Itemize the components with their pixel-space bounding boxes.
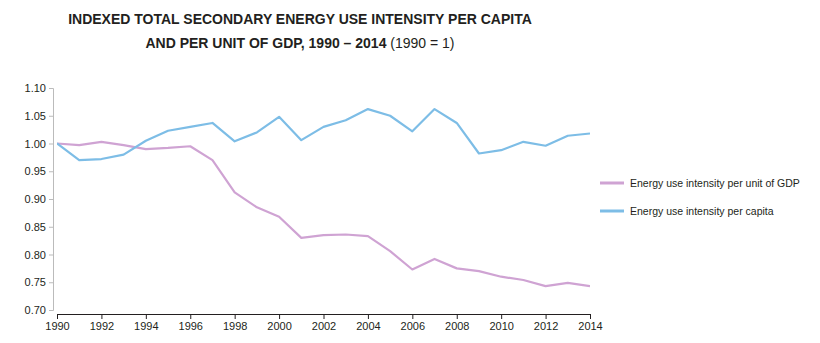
x-tick-mark <box>57 314 58 319</box>
y-tick-mark <box>49 199 53 200</box>
x-tick: 1994 <box>134 314 158 332</box>
y-tick: 0.90 <box>25 193 53 205</box>
x-tick: 2012 <box>534 314 558 332</box>
y-tick-mark <box>49 310 53 311</box>
y-tick-mark <box>49 282 53 283</box>
y-tick-label: 1.00 <box>25 138 46 150</box>
y-tick-label: 0.70 <box>25 304 46 316</box>
y-tick: 0.75 <box>25 276 53 288</box>
x-tick-mark <box>101 314 102 319</box>
x-tick-mark <box>501 314 502 319</box>
x-tick: 2014 <box>578 314 602 332</box>
y-tick-mark <box>49 227 53 228</box>
plot-area <box>57 109 590 286</box>
y-tick-mark <box>49 255 53 256</box>
x-tick-label: 1994 <box>134 320 158 332</box>
series-line <box>57 142 590 286</box>
x-tick-label: 2004 <box>356 320 380 332</box>
legend-label: Energy use intensity per unit of GDP <box>630 177 800 189</box>
y-tick: 0.95 <box>25 165 53 177</box>
subtitle: (1990 = 1) <box>390 35 454 51</box>
x-tick-mark <box>146 314 147 319</box>
x-tick-mark <box>235 314 236 319</box>
x-tick: 1990 <box>45 314 69 332</box>
x-tick: 2002 <box>312 314 336 332</box>
x-tick-mark <box>279 314 280 319</box>
x-tick-label: 2006 <box>401 320 425 332</box>
y-tick: 0.80 <box>25 249 53 261</box>
y-axis: 0.70 0.75 0.80 0.85 0.90 0.95 1.00 1.05 1.10 <box>25 82 54 316</box>
y-tick: 0.70 <box>25 304 53 316</box>
y-tick: 1.05 <box>25 110 53 122</box>
y-tick-label: 0.75 <box>25 276 46 288</box>
x-tick-mark <box>590 314 591 319</box>
x-tick-label: 2008 <box>445 320 469 332</box>
x-tick-label: 2014 <box>578 320 602 332</box>
y-tick: 1.10 <box>25 82 53 94</box>
title: AND PER UNIT OF GDP, 1990 – 2014 (1990 =… <box>145 35 454 51</box>
x-tick: 1992 <box>90 314 114 332</box>
legend-swatch <box>600 210 624 213</box>
title-line: INDEXED TOTAL SECONDARY ENERGY USE INTEN… <box>68 11 532 27</box>
x-tick: 2006 <box>401 314 425 332</box>
y-tick-mark <box>49 144 53 145</box>
x-tick-label: 2000 <box>267 320 291 332</box>
y-tick-label: 1.10 <box>25 82 46 94</box>
x-tick-mark <box>368 314 369 319</box>
x-tick-mark <box>412 314 413 319</box>
title-line: AND PER UNIT OF GDP, 1990 – 2014 <box>145 35 386 51</box>
x-tick-label: 1998 <box>223 320 247 332</box>
title-group: INDEXED TOTAL SECONDARY ENERGY USE INTEN… <box>68 11 532 51</box>
x-tick-mark <box>190 314 191 319</box>
x-tick: 1998 <box>223 314 247 332</box>
y-tick-label: 0.95 <box>25 165 46 177</box>
x-tick-label: 1992 <box>90 320 114 332</box>
x-axis: 1990 1992 1994 1996 1998 2000 2002 2004 2006 2008… <box>45 314 602 332</box>
y-tick-mark <box>49 171 53 172</box>
y-tick-label: 0.85 <box>25 221 46 233</box>
x-tick-label: 1990 <box>45 320 69 332</box>
y-tick-mark <box>49 88 53 89</box>
chart: INDEXED TOTAL SECONDARY ENERGY USE INTEN… <box>0 0 820 343</box>
y-axis-line <box>49 89 54 311</box>
x-tick-mark <box>324 314 325 319</box>
series-line <box>57 109 590 160</box>
x-tick-mark <box>457 314 458 319</box>
x-tick-mark <box>546 314 547 319</box>
x-tick: 2000 <box>267 314 291 332</box>
x-tick: 2010 <box>489 314 513 332</box>
legend: Energy use intensity per unit of GDP Ener… <box>600 177 800 217</box>
x-tick-label: 1996 <box>179 320 203 332</box>
y-tick-label: 1.05 <box>25 110 46 122</box>
x-tick: 1996 <box>179 314 203 332</box>
title: INDEXED TOTAL SECONDARY ENERGY USE INTEN… <box>68 11 532 27</box>
y-tick-label: 0.80 <box>25 249 46 261</box>
legend-swatch <box>600 182 624 185</box>
x-tick-label: 2002 <box>312 320 336 332</box>
x-tick: 2008 <box>445 314 469 332</box>
y-tick: 0.85 <box>25 221 53 233</box>
x-tick: 2004 <box>356 314 380 332</box>
x-tick-label: 2012 <box>534 320 558 332</box>
x-axis-line <box>58 315 591 320</box>
y-tick-label: 0.90 <box>25 193 46 205</box>
y-tick-mark <box>49 116 53 117</box>
x-tick-label: 2010 <box>489 320 513 332</box>
y-tick: 1.00 <box>25 138 53 150</box>
legend-label: Energy use intensity per capita <box>630 205 774 217</box>
